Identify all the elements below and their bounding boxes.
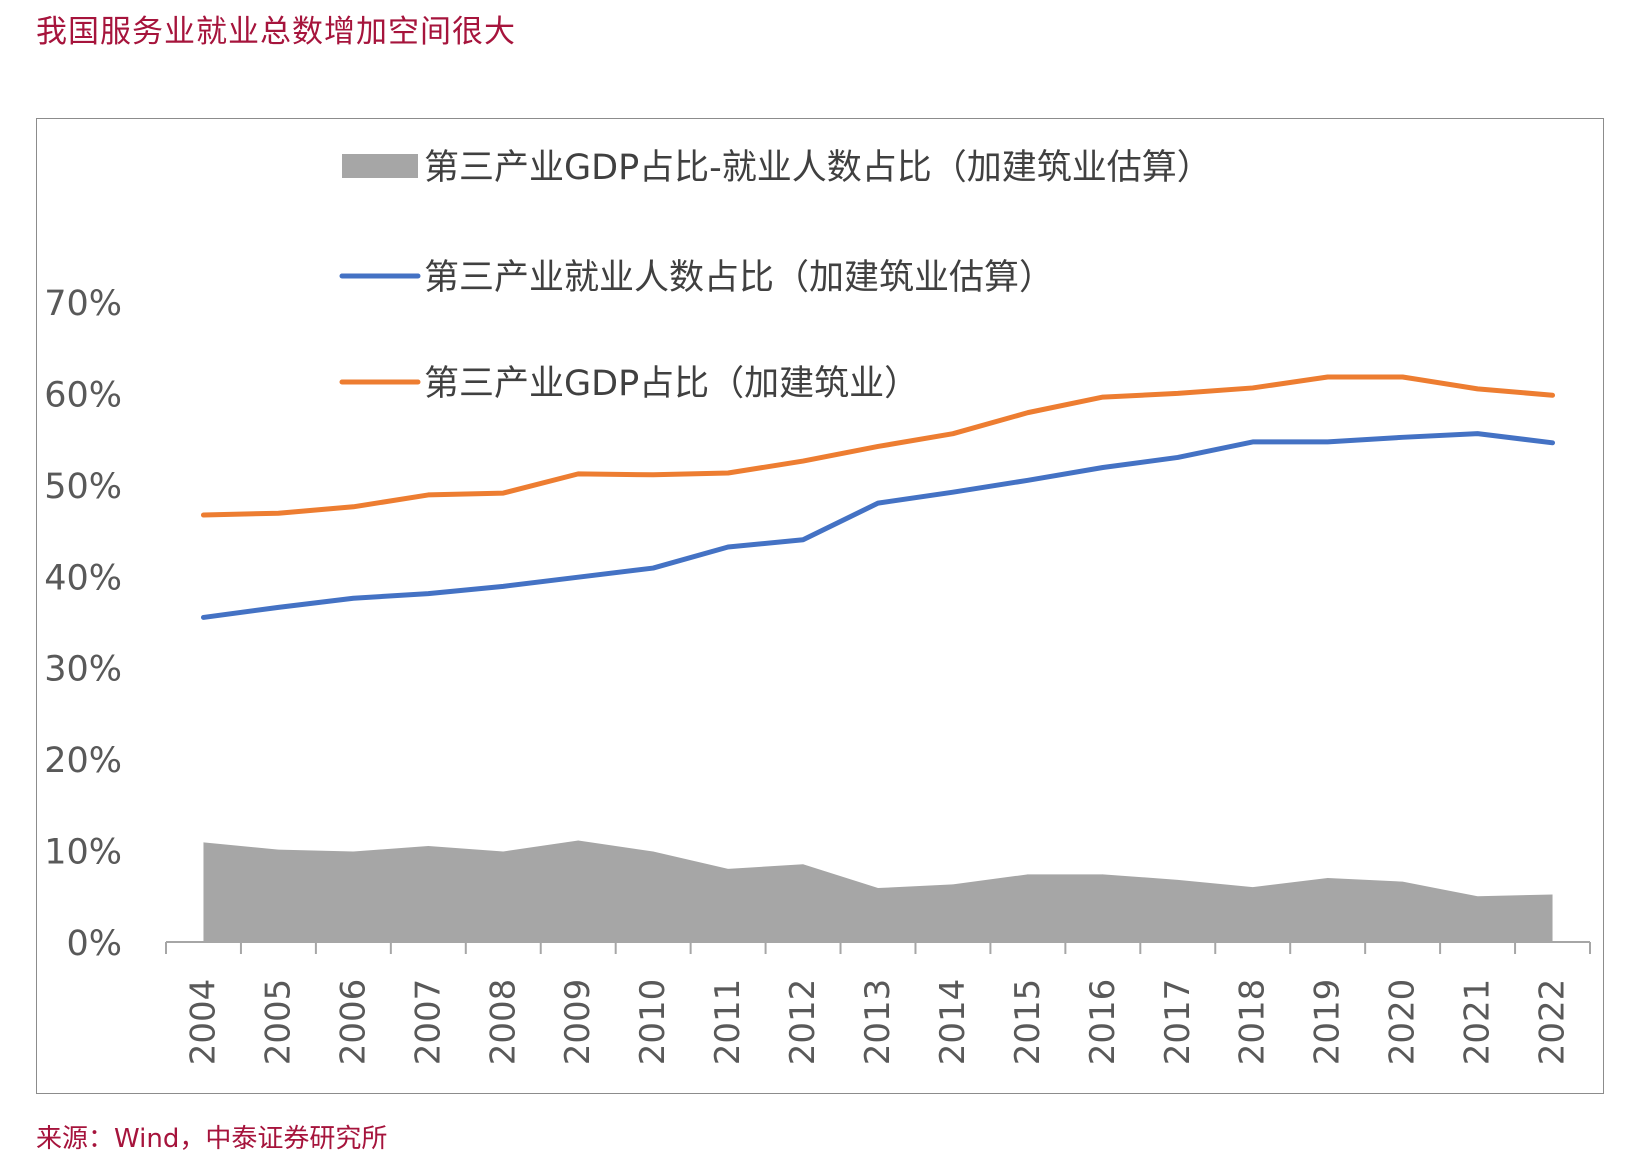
x-tick-label-2008: 2008 — [483, 979, 523, 1066]
x-tick-label-2019: 2019 — [1308, 979, 1348, 1066]
legend-swatch-gap — [342, 154, 418, 178]
x-tick-label-2012: 2012 — [783, 979, 823, 1066]
legend-label-1: 第三产业就业人数占比（加建筑业估算） — [424, 258, 1054, 298]
x-tick-label-2006: 2006 — [333, 979, 373, 1066]
chart-frame — [36, 118, 1604, 1094]
y-tick-label-0: 0% — [66, 924, 122, 964]
x-tick-label-2020: 2020 — [1383, 979, 1423, 1066]
x-tick-label-2007: 2007 — [408, 979, 448, 1066]
x-tick-label-2018: 2018 — [1233, 979, 1273, 1066]
x-tick-label-2009: 2009 — [558, 979, 598, 1066]
y-tick-label-20: 20% — [44, 741, 122, 781]
x-tick-label-2021: 2021 — [1458, 979, 1498, 1066]
y-tick-label-70: 70% — [44, 284, 122, 324]
x-tick-label-2010: 2010 — [633, 979, 673, 1066]
series-gap-area — [203, 840, 1553, 942]
x-tick-label-2013: 2013 — [858, 979, 898, 1066]
x-tick-label-2015: 2015 — [1008, 979, 1048, 1066]
legend-label-2: 第三产业GDP占比（加建筑业） — [424, 364, 919, 404]
y-tick-label-60: 60% — [44, 375, 122, 415]
page-title: 我国服务业就业总数增加空间很大 — [36, 14, 516, 50]
x-tick-label-2022: 2022 — [1533, 979, 1573, 1066]
legend-label-0: 第三产业GDP占比-就业人数占比（加建筑业估算） — [424, 148, 1212, 188]
x-tick-label-2014: 2014 — [933, 979, 973, 1066]
x-tick-label-2011: 2011 — [708, 979, 748, 1066]
y-tick-label-50: 50% — [44, 467, 122, 507]
series-employment-line — [200, 431, 1556, 620]
y-tick-label-10: 10% — [44, 833, 122, 873]
y-tick-label-30: 30% — [44, 650, 122, 690]
source-note: 来源：Wind，中泰证券研究所 — [36, 1124, 388, 1154]
x-tick-label-2017: 2017 — [1158, 979, 1198, 1066]
x-tick-label-2004: 2004 — [183, 979, 223, 1066]
x-tick-label-2005: 2005 — [258, 979, 298, 1066]
x-tick-label-2016: 2016 — [1083, 979, 1123, 1066]
y-tick-label-40: 40% — [44, 558, 122, 598]
